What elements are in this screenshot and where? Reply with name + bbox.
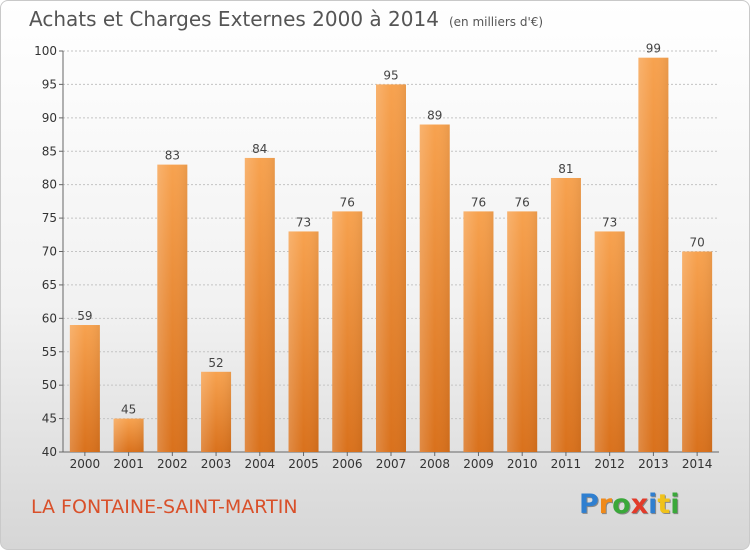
logo-letter: r (598, 489, 613, 520)
value-label-2014: 70 (689, 236, 704, 250)
bar-sheen (682, 251, 713, 452)
y-tick-label: 80 (42, 178, 57, 192)
value-label-2007: 95 (383, 68, 398, 82)
bar-sheen (419, 124, 450, 453)
bar-sheen (463, 211, 494, 452)
bar-sheen (288, 231, 319, 452)
bar-sheen (638, 57, 669, 452)
logo-letter: t (657, 489, 671, 520)
value-label-2002: 83 (165, 149, 180, 163)
x-tick-label-2012: 2012 (594, 457, 625, 471)
value-label-2000: 59 (77, 309, 92, 323)
x-tick-label-2008: 2008 (419, 457, 450, 471)
bar-sheen (376, 84, 406, 453)
x-tick-label-2004: 2004 (245, 457, 276, 471)
y-tick-label: 55 (42, 345, 57, 359)
bar-sheen (332, 211, 363, 452)
bars (69, 57, 713, 453)
x-tick-label-2013: 2013 (638, 457, 669, 471)
bar-sheen (594, 231, 625, 452)
y-tick-label: 65 (42, 278, 57, 292)
y-tick-label: 70 (42, 245, 57, 259)
bar-sheen (244, 157, 275, 452)
x-tick-label-2000: 2000 (70, 457, 101, 471)
place-name: LA FONTAINE-SAINT-MARTIN (31, 496, 298, 518)
value-label-2003: 52 (208, 356, 223, 370)
logo-letter: i (670, 489, 680, 520)
bar-sheen (550, 177, 581, 452)
value-label-2004: 84 (252, 142, 267, 156)
bar-sheen (113, 418, 144, 452)
value-label-2013: 99 (646, 42, 661, 56)
bar-sheen (507, 211, 538, 452)
x-tick-label-2006: 2006 (332, 457, 363, 471)
chart-unit: (en milliers d'€) (448, 15, 544, 29)
logo-letter: i (648, 489, 658, 520)
chart-title: Achats et Charges Externes 2000 à 2014 (e… (29, 7, 543, 31)
y-tick-label: 50 (42, 378, 57, 392)
x-tick-label-2011: 2011 (551, 457, 582, 471)
x-tick-label-2009: 2009 (463, 457, 494, 471)
value-label-2010: 76 (515, 195, 530, 209)
value-label-2009: 76 (471, 195, 486, 209)
y-tick-label: 85 (42, 144, 57, 158)
y-tick-label: 75 (42, 211, 57, 225)
x-tick-label-2002: 2002 (157, 457, 188, 471)
value-label-2001: 45 (121, 403, 136, 417)
chart-title-text: Achats et Charges Externes 2000 à 2014 (29, 7, 439, 31)
x-tick-label-2005: 2005 (288, 457, 319, 471)
proxiti-logo: Proxiti (579, 489, 680, 520)
bar-sheen (157, 164, 188, 452)
x-tick-label-2003: 2003 (201, 457, 232, 471)
logo-letter: o (612, 489, 631, 520)
y-tick-label: 40 (42, 445, 57, 459)
x-tick-label-2010: 2010 (507, 457, 538, 471)
logo-letter: P (579, 489, 599, 520)
y-tick-label: 95 (42, 77, 57, 91)
y-tick-label: 90 (42, 111, 57, 125)
value-label-2006: 76 (340, 195, 355, 209)
x-tick-label-2014: 2014 (682, 457, 713, 471)
x-tick-label-2007: 2007 (376, 457, 407, 471)
value-label-2011: 81 (558, 162, 573, 176)
value-label-2008: 89 (427, 109, 442, 123)
y-tick-label: 100 (34, 44, 57, 58)
bar-sheen (69, 325, 100, 452)
value-label-2012: 73 (602, 215, 617, 229)
labels: 40 45 50 55 60 65 70 75 80 85 90 95 100 59 2000 45 2001 8… (34, 42, 712, 471)
x-tick-label-2001: 2001 (113, 457, 144, 471)
bar-sheen (201, 371, 232, 452)
value-label-2005: 73 (296, 215, 311, 229)
y-tick-label: 60 (42, 311, 57, 325)
logo-letter: x (630, 489, 649, 520)
y-tick-label: 45 (42, 412, 57, 426)
